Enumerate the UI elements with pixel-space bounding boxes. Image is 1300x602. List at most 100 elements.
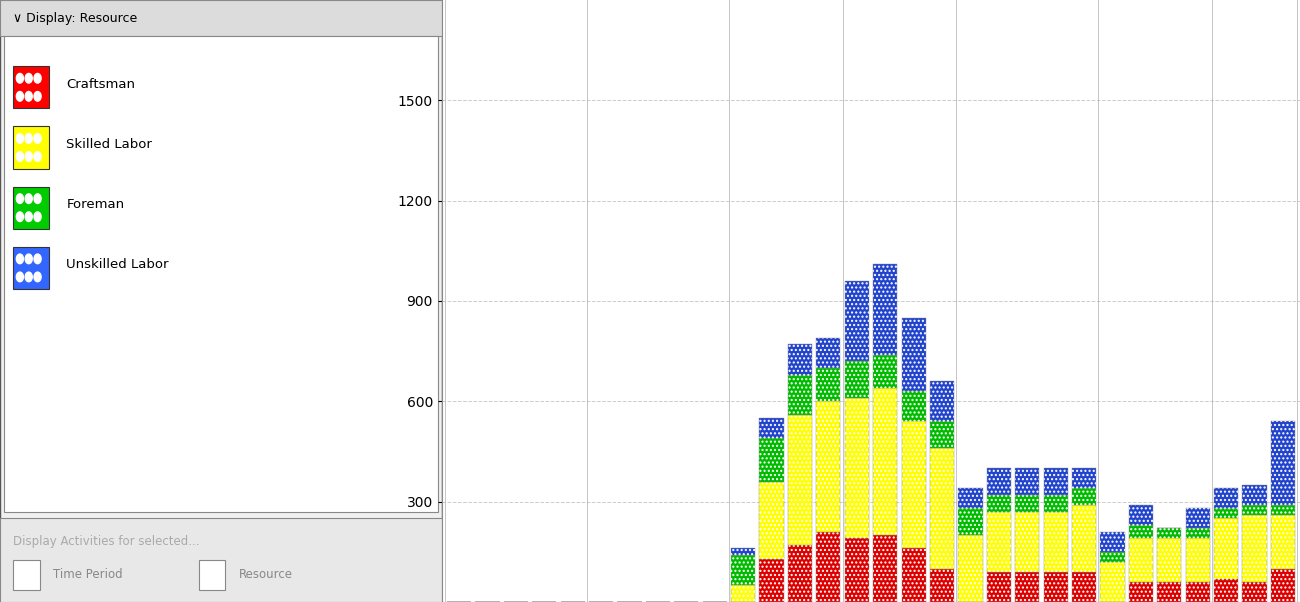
Bar: [874, 388, 897, 535]
Bar: [1186, 508, 1210, 529]
Bar: [1015, 572, 1039, 602]
Bar: [1243, 505, 1266, 515]
Bar: [1157, 538, 1182, 582]
Bar: [731, 585, 755, 602]
Bar: [930, 448, 954, 568]
Bar: [1128, 538, 1153, 582]
Bar: [1186, 538, 1210, 582]
Bar: [845, 398, 868, 538]
Bar: [816, 368, 841, 402]
Bar: [1072, 505, 1096, 572]
Bar: [1157, 529, 1182, 538]
Bar: [1044, 512, 1067, 572]
Bar: [1243, 485, 1266, 505]
Bar: [901, 548, 926, 602]
Bar: [788, 545, 812, 602]
Bar: [731, 585, 755, 602]
Bar: [845, 281, 868, 361]
Circle shape: [34, 212, 42, 222]
Bar: [1044, 572, 1067, 602]
Bar: [930, 448, 954, 568]
Bar: [731, 555, 755, 585]
Bar: [1271, 505, 1295, 515]
Text: ∨ Display: Resource: ∨ Display: Resource: [13, 11, 138, 25]
Circle shape: [25, 73, 32, 83]
Bar: [987, 512, 1011, 572]
Bar: [1100, 552, 1124, 562]
Bar: [845, 538, 868, 602]
Bar: [788, 415, 812, 545]
Bar: [958, 535, 983, 602]
Bar: [731, 548, 755, 555]
Circle shape: [25, 194, 32, 203]
Bar: [816, 338, 841, 368]
Bar: [13, 560, 40, 590]
Bar: [1044, 468, 1067, 495]
Bar: [1271, 568, 1295, 602]
Bar: [1243, 582, 1266, 602]
Bar: [1015, 572, 1039, 602]
Bar: [1186, 529, 1210, 538]
Bar: [1128, 538, 1153, 582]
Bar: [731, 555, 755, 585]
Bar: [1186, 529, 1210, 538]
Bar: [788, 344, 812, 374]
Circle shape: [25, 152, 32, 161]
Circle shape: [17, 194, 23, 203]
Bar: [759, 438, 784, 482]
Bar: [874, 388, 897, 535]
Bar: [845, 398, 868, 538]
Bar: [1015, 512, 1039, 572]
Bar: [958, 508, 983, 535]
Bar: [1128, 582, 1153, 602]
Bar: [816, 368, 841, 402]
Circle shape: [17, 152, 23, 161]
Circle shape: [34, 194, 42, 203]
Bar: [1100, 562, 1124, 602]
Bar: [788, 415, 812, 545]
Bar: [1271, 421, 1295, 505]
Bar: [987, 512, 1011, 572]
Bar: [1100, 562, 1124, 602]
Circle shape: [17, 73, 23, 83]
Bar: [1157, 582, 1182, 602]
Circle shape: [25, 92, 32, 101]
Bar: [1271, 568, 1295, 602]
Bar: [930, 381, 954, 421]
Bar: [1072, 572, 1096, 602]
Bar: [874, 355, 897, 388]
Bar: [199, 560, 225, 590]
Bar: [1072, 488, 1096, 505]
Bar: [1271, 505, 1295, 515]
Bar: [788, 545, 812, 602]
Bar: [958, 488, 983, 508]
Bar: [845, 361, 868, 398]
Bar: [1128, 505, 1153, 525]
Bar: [958, 508, 983, 535]
Bar: [1015, 468, 1039, 495]
Bar: [901, 391, 926, 421]
Circle shape: [34, 92, 42, 101]
Text: Time Period: Time Period: [53, 568, 122, 582]
Bar: [816, 402, 841, 532]
Bar: [1186, 582, 1210, 602]
Bar: [874, 535, 897, 602]
Bar: [1243, 515, 1266, 582]
Bar: [1044, 512, 1067, 572]
Bar: [1271, 515, 1295, 568]
Circle shape: [17, 134, 23, 143]
Bar: [958, 535, 983, 602]
Bar: [1186, 582, 1210, 602]
Bar: [759, 482, 784, 559]
Bar: [788, 374, 812, 415]
Bar: [1044, 495, 1067, 512]
Bar: [1186, 538, 1210, 582]
Bar: [930, 421, 954, 448]
Bar: [13, 66, 48, 108]
Text: Craftsman: Craftsman: [66, 78, 135, 91]
Bar: [1072, 505, 1096, 572]
Bar: [816, 532, 841, 602]
Circle shape: [17, 254, 23, 264]
Bar: [13, 247, 48, 289]
Bar: [1128, 505, 1153, 525]
